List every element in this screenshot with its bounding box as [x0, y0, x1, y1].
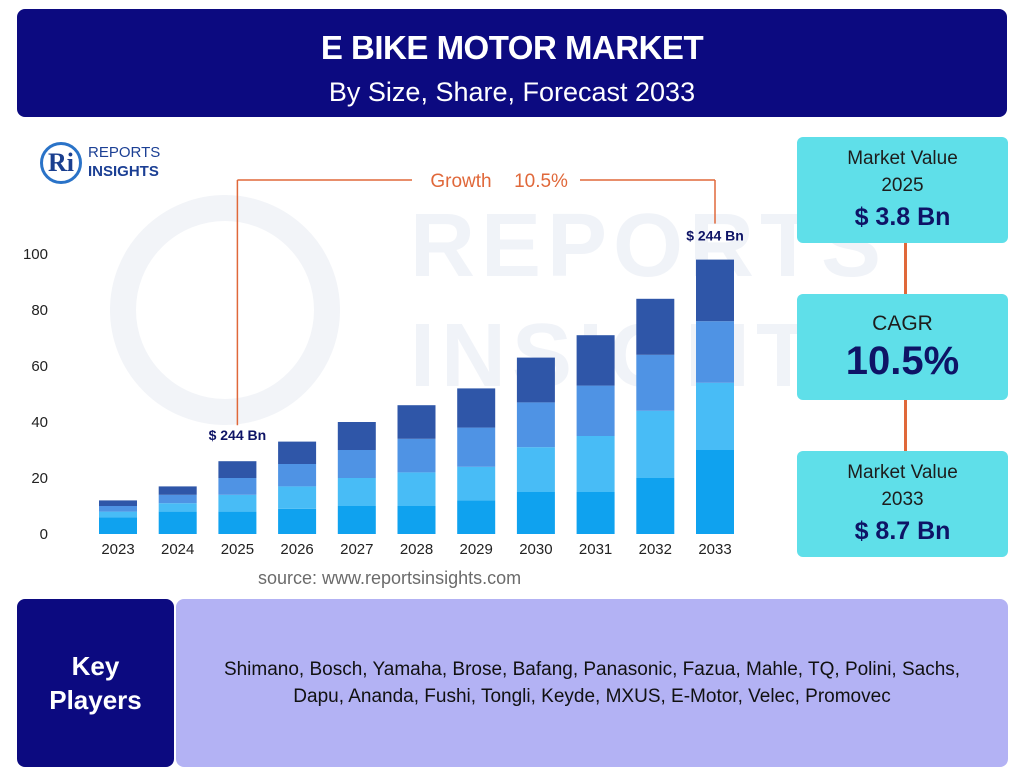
- bar-segment: [278, 441, 317, 464]
- page-subtitle: By Size, Share, Forecast 2033: [328, 77, 696, 107]
- bar-segment: [516, 447, 555, 492]
- bar-segment: [99, 511, 137, 518]
- bar-segment: [696, 321, 734, 383]
- bar-segment: [99, 517, 137, 534]
- logo-line-1: REPORTS: [88, 144, 161, 161]
- kpi-label: Market Value: [847, 462, 958, 483]
- bar-segment: [337, 478, 376, 506]
- x-tick-label: 2026: [280, 541, 313, 558]
- key-players-label-line-1: Key: [71, 651, 120, 681]
- key-players-line-2: Dapu, Ananda, Fushi, Tongli, Keyde, MXUS…: [293, 686, 891, 707]
- bar-segment: [278, 486, 317, 509]
- kpi-connector: [904, 400, 907, 451]
- bar-value-label-start: $ 244 Bn: [209, 427, 267, 443]
- bar-segment: [397, 472, 436, 506]
- logo-line-2: INSIGHTS: [88, 163, 159, 180]
- bar-segment: [516, 402, 555, 448]
- kpi-market-value-2025: Market Value 2025 $ 3.8 Bn: [797, 137, 1008, 243]
- x-tick-label: 2029: [460, 541, 493, 558]
- x-tick-label: 2023: [101, 541, 134, 558]
- bar-segment: [696, 259, 734, 322]
- bar-segment: [158, 486, 197, 495]
- bar-segment: [576, 335, 615, 386]
- bar-segment: [158, 494, 197, 504]
- y-tick-label: 40: [31, 414, 48, 431]
- x-tick-label: 2033: [698, 541, 731, 558]
- x-tick-label: 2032: [639, 541, 672, 558]
- key-players-line-1: Shimano, Bosch, Yamaha, Brose, Bafang, P…: [223, 659, 961, 680]
- x-tick-label: 2028: [400, 541, 433, 558]
- header-banner: E BIKE MOTOR MARKET By Size, Share, Fore…: [17, 9, 1007, 117]
- kpi-year: 2025: [881, 175, 924, 196]
- bar-segment: [636, 478, 675, 534]
- bar-segment: [696, 382, 734, 450]
- y-tick-label: 20: [31, 470, 48, 487]
- bar-value-label-end: $ 244 Bn: [686, 228, 744, 244]
- brand-logo: Ri REPORTS INSIGHTS: [40, 142, 180, 186]
- key-players-label-line-2: Players: [49, 685, 142, 715]
- bar-segment: [636, 410, 675, 478]
- bar-segment: [576, 492, 615, 534]
- y-tick-label: 100: [23, 246, 48, 263]
- bar-segment: [636, 354, 675, 411]
- bar-segment: [576, 436, 615, 492]
- bar-segment: [218, 478, 257, 495]
- kpi-label: Market Value: [847, 148, 958, 169]
- bar-segment: [457, 500, 496, 534]
- source-note: source: www.reportsinsights.com: [258, 568, 522, 588]
- bar-segment: [218, 511, 257, 534]
- bar-segment: [337, 506, 376, 534]
- y-tick-label: 60: [31, 358, 48, 375]
- growth-value: 10.5%: [514, 171, 568, 192]
- bar-segment: [516, 492, 555, 534]
- bar-segment: [337, 450, 376, 478]
- bar-segment: [278, 508, 317, 534]
- x-tick-label: 2027: [340, 541, 373, 558]
- bar-segment: [576, 385, 615, 436]
- x-tick-label: 2025: [221, 541, 254, 558]
- page-title: E BIKE MOTOR MARKET: [320, 29, 704, 66]
- kpi-value: 10.5%: [845, 339, 960, 383]
- key-players-list: Shimano, Bosch, Yamaha, Brose, Bafang, P…: [176, 599, 1008, 767]
- bar-segment: [218, 494, 257, 512]
- stacked-bar-chart: 0 20 40 60 80 100 2023 2024 2025 2026 2027 2028 2029…: [23, 171, 744, 558]
- bar-segment: [696, 450, 734, 534]
- kpi-connector: [904, 243, 907, 294]
- bar-segment: [457, 388, 496, 428]
- bar-segment: [158, 511, 197, 534]
- kpi-value: $ 3.8 Bn: [854, 203, 951, 231]
- bar-segment: [397, 405, 436, 439]
- bar-segment: [397, 506, 436, 534]
- kpi-market-value-2033: Market Value 2033 $ 8.7 Bn: [797, 451, 1008, 557]
- bar-segment: [457, 427, 496, 467]
- y-tick-label: 80: [31, 302, 48, 319]
- bar-segment: [158, 503, 197, 512]
- bar-segment: [99, 506, 137, 512]
- bar-segment: [99, 500, 137, 506]
- bar-segment: [636, 298, 675, 355]
- x-tick-label: 2024: [161, 541, 194, 558]
- bar-segment: [457, 466, 496, 501]
- bar-segment: [278, 464, 317, 487]
- bar-segment: [516, 357, 555, 403]
- kpi-value: $ 8.7 Bn: [854, 517, 951, 545]
- kpi-cagr: CAGR 10.5%: [797, 294, 1008, 400]
- bar-segment: [218, 461, 257, 478]
- kpi-year: 2033: [881, 489, 924, 510]
- bar-segment: [397, 438, 436, 473]
- kpi-label: CAGR: [872, 312, 933, 335]
- x-tick-label: 2031: [579, 541, 612, 558]
- y-tick-label: 0: [40, 526, 48, 543]
- bar-segment: [337, 422, 376, 450]
- key-players-heading: Key Players: [17, 599, 174, 767]
- logo-mark: Ri: [40, 142, 82, 184]
- growth-label: Growth: [430, 171, 491, 192]
- x-tick-label: 2030: [519, 541, 552, 558]
